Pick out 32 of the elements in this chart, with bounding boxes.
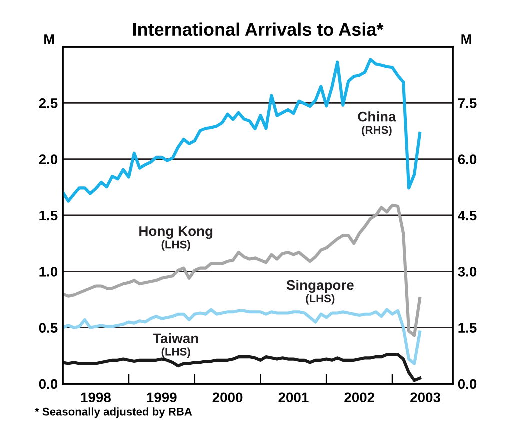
annotation: (RHS)	[362, 126, 392, 136]
x-tick-label: 1998	[81, 392, 111, 403]
x-tick-label: 2000	[212, 392, 243, 403]
y-axis-title: M	[44, 34, 54, 44]
chart-title: International Arrivals to Asia*	[133, 22, 384, 36]
y-tick-label: 1.5	[40, 210, 58, 221]
annotation: (LHS)	[306, 294, 335, 305]
series-label: Singapore	[286, 280, 354, 294]
y2-tick-label: 7.5	[458, 98, 477, 108]
line-series	[63, 308, 422, 366]
series-label: Hong Kong	[140, 226, 213, 240]
annotation: (LHS)	[162, 348, 190, 358]
annotation: (LHS)	[162, 240, 190, 251]
x-tick-label: 1999	[147, 392, 177, 403]
y-tick-label: 2.0	[39, 154, 58, 165]
text: * Seasonally adjusted by RBA	[35, 408, 192, 418]
y-tick-label: 0.5	[39, 323, 58, 334]
y2-tick-label: 4.5	[458, 210, 477, 221]
y-tick-label: 1.0	[40, 267, 58, 277]
y2-tick-label: 0.0	[458, 379, 477, 390]
y2-tick-label: 1.5	[458, 323, 477, 334]
y2-tick-label: 3.0	[458, 267, 477, 277]
line-series	[63, 58, 422, 203]
series-label: Taiwan	[153, 333, 198, 344]
y2-tick-label: 6.0	[458, 154, 477, 165]
x-tick-label: 2002	[344, 392, 375, 403]
y-tick-label: 2.5	[39, 98, 58, 108]
y2-axis-title: M	[462, 34, 472, 44]
y-tick-label: 0.0	[39, 379, 58, 390]
series-label: China	[358, 112, 396, 122]
x-tick-label: 2001	[278, 392, 309, 403]
x-tick-label: 2003	[410, 392, 440, 403]
